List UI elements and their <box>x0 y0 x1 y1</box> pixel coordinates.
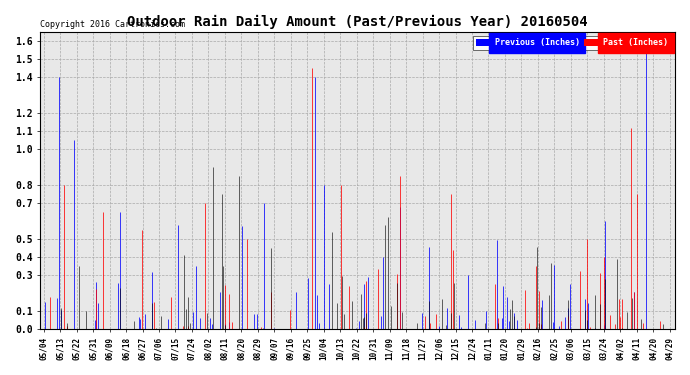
Text: Copyright 2016 Cartronics.com: Copyright 2016 Cartronics.com <box>40 20 185 29</box>
Title: Outdoor Rain Daily Amount (Past/Previous Year) 20160504: Outdoor Rain Daily Amount (Past/Previous… <box>127 15 588 29</box>
Legend: Previous (Inches), Past (Inches): Previous (Inches), Past (Inches) <box>473 36 671 50</box>
